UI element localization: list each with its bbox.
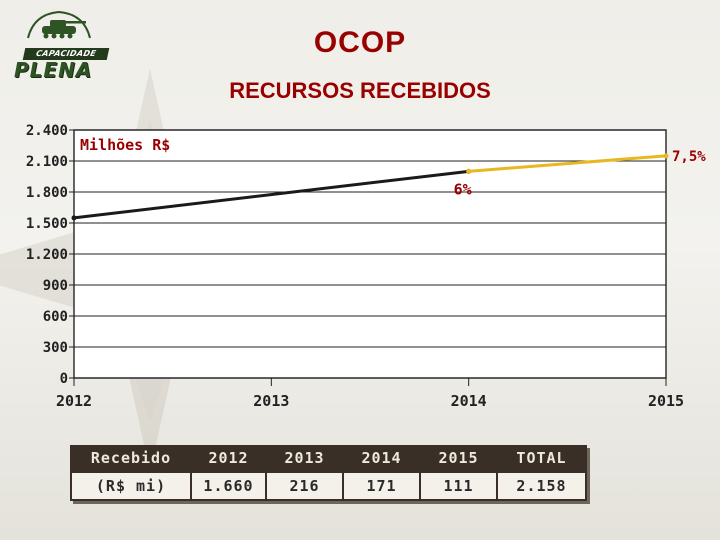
- y-tick-label: 1.500: [26, 216, 68, 232]
- table-value-cell: 1.660: [190, 471, 267, 501]
- table-header-cell: Recebido: [71, 445, 191, 473]
- annotation-label: 6%: [454, 180, 472, 198]
- table-value-cell: 111: [419, 471, 498, 501]
- data-point: [663, 153, 669, 159]
- annotation-label: 7,5%: [672, 149, 706, 165]
- unit-label: Milhões R$: [80, 136, 170, 154]
- table-value-row: (R$ mi) 1.660 216 171 111 2.158: [70, 471, 587, 501]
- tank-icon: [27, 10, 91, 39]
- x-tick-label: 2015: [648, 392, 684, 410]
- y-tick-label: 1.800: [26, 185, 68, 201]
- capacidade-plena-logo: CAPACIDADE PLENA: [6, 8, 110, 80]
- page-title: OCOP: [313, 26, 407, 59]
- line-chart: 2.400 2.100 1.800 1.500 1.200 900 600 300 0 2012 2…: [26, 123, 706, 410]
- x-tick-label: 2013: [253, 392, 289, 410]
- table-header-cell: 2012: [191, 445, 266, 473]
- series-line-0: [73, 169, 469, 220]
- page-subtitle: RECURSOS RECEBIDOS: [229, 78, 491, 103]
- table-header-row: Recebido 2012 2013 2014 2015 TOTAL: [71, 445, 586, 473]
- x-tick-label: 2012: [56, 392, 92, 410]
- table-header-cell: 2014: [343, 445, 420, 473]
- y-tick-label: 600: [43, 309, 68, 325]
- table-value-cell: 216: [265, 471, 344, 501]
- table-header-cell: 2015: [420, 445, 497, 473]
- resources-table: Recebido 2012 2013 2014 2015 TOTAL (R$ m…: [70, 445, 587, 501]
- y-tick-label: 300: [43, 340, 68, 356]
- series-line-1: [468, 154, 667, 173]
- y-tick-label: 900: [43, 278, 68, 294]
- x-tick-label: 2014: [451, 392, 487, 410]
- table-value-cell: 171: [342, 471, 421, 501]
- y-tick-label: 2.400: [26, 123, 68, 139]
- table-value-cell: (R$ mi): [70, 471, 192, 501]
- data-point: [466, 168, 472, 174]
- table-header-cell: TOTAL: [497, 445, 586, 473]
- y-tick-label: 1.200: [26, 247, 68, 263]
- table-header-cell: 2013: [266, 445, 343, 473]
- logo-main-text: PLENA: [14, 58, 93, 82]
- y-tick-label: 2.100: [26, 154, 68, 170]
- data-point: [71, 215, 77, 221]
- y-tick-label: 0: [60, 371, 68, 387]
- table-value-cell: 2.158: [496, 471, 587, 501]
